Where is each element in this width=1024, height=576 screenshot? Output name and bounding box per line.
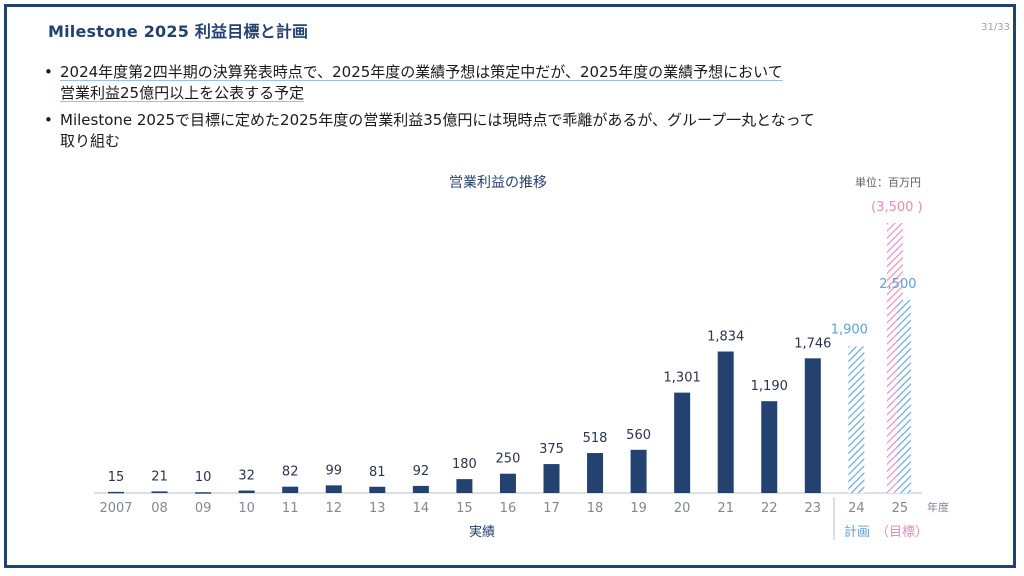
- group-label-actual: 実績: [469, 524, 495, 540]
- bar-plan-value-label: 2,500: [879, 277, 916, 292]
- bar-value-label: 1,834: [707, 330, 744, 345]
- bar-actual: [151, 491, 168, 493]
- bar-target-value-label: (3,500 ): [871, 200, 923, 215]
- group-label-target: （目標）: [876, 525, 928, 540]
- bar-value-label: 1,746: [794, 336, 831, 351]
- bar-actual: [412, 485, 429, 493]
- x-tick-label: 13: [369, 501, 386, 516]
- bullet-marker: •: [44, 63, 53, 81]
- bar-value-label: 92: [413, 464, 430, 479]
- x-tick-label: 14: [413, 501, 430, 516]
- bar-value-label: 10: [195, 470, 212, 485]
- bar-value-label: 21: [151, 469, 168, 484]
- bar-actual: [195, 492, 212, 494]
- x-tick-label: 22: [761, 501, 778, 516]
- x-tick-label: 2007: [99, 501, 132, 516]
- bar-value-label: 32: [238, 469, 255, 484]
- chart-title: 営業利益の推移: [449, 175, 547, 191]
- x-tick-label: 23: [805, 501, 822, 516]
- x-tick-label: 11: [282, 501, 299, 516]
- bar-actual: [717, 351, 734, 493]
- bar-actual: [108, 491, 124, 494]
- bar-plan: [896, 300, 911, 493]
- x-tick-label: 24: [848, 501, 865, 516]
- bullet-line: Milestone 2025で目標に定めた2025年度の営業利益35億円には現時…: [60, 111, 815, 129]
- bar-actual: [282, 486, 299, 493]
- bar-plan-value-label: 1,900: [831, 322, 868, 337]
- bar-value-label: 1,301: [664, 371, 701, 386]
- x-tick-label: 21: [717, 501, 734, 516]
- unit-label: 単位：百万円: [855, 175, 921, 189]
- bar-value-label: 15: [108, 470, 125, 485]
- bar-actual: [238, 490, 255, 493]
- bar-actual: [674, 392, 691, 493]
- bullet-line: 営業利益25億円以上を公表する予定: [60, 84, 305, 102]
- x-tick-label: 25: [892, 501, 909, 516]
- x-tick-label: 12: [325, 501, 342, 516]
- bar-actual: [456, 479, 473, 493]
- bullet-item: • Milestone 2025で目標に定めた2025年度の営業利益35億円には…: [44, 110, 964, 152]
- x-tick-label: 15: [456, 501, 473, 516]
- x-tick-label: 16: [500, 501, 517, 516]
- bullet-marker: •: [44, 111, 53, 129]
- bar-value-label: 180: [452, 457, 477, 472]
- slide-title: Milestone 2025 利益目標と計画: [48, 22, 309, 41]
- bar-value-label: 1,190: [751, 379, 788, 394]
- x-tick-label: 10: [238, 501, 255, 516]
- slide-frame: [4, 4, 1016, 568]
- bar-actual: [499, 473, 516, 493]
- x-tick-label: 09: [195, 501, 212, 516]
- bar-value-label: 99: [325, 463, 342, 478]
- bullet-line: 取り組む: [60, 132, 121, 150]
- bar-actual: [804, 358, 821, 493]
- x-tick-label: 19: [630, 501, 647, 516]
- x-tick-label: 17: [543, 501, 560, 516]
- bar-actual: [587, 453, 604, 493]
- page-number: 31/33: [981, 22, 1010, 33]
- bar-value-label: 375: [539, 442, 564, 457]
- bar-actual: [761, 401, 778, 493]
- bar-actual: [630, 449, 647, 493]
- bullet-list: • 2024年度第2四半期の決算発表時点で、2025年度の業績予想は策定中だが、…: [44, 62, 964, 158]
- bullet-line: 2024年度第2四半期の決算発表時点で、2025年度の業績予想は策定中だが、20…: [60, 63, 783, 81]
- bar-value-label: 560: [626, 428, 651, 443]
- x-axis-unit-label: 年度: [927, 500, 949, 514]
- bar-value-label: 250: [496, 452, 521, 467]
- bar-actual: [369, 486, 386, 493]
- bar-value-label: 81: [369, 465, 386, 480]
- x-tick-label: 20: [674, 501, 691, 516]
- bullet-item: • 2024年度第2四半期の決算発表時点で、2025年度の業績予想は策定中だが、…: [44, 62, 964, 104]
- x-tick-label: 08: [151, 501, 168, 516]
- bar-value-label: 518: [583, 431, 608, 446]
- bar-actual: [325, 485, 342, 493]
- group-label-plan: 計画: [844, 524, 870, 540]
- x-tick-label: 18: [587, 501, 604, 516]
- bar-actual: [543, 464, 560, 493]
- bar-value-label: 82: [282, 465, 299, 480]
- bar-plan: [848, 346, 865, 493]
